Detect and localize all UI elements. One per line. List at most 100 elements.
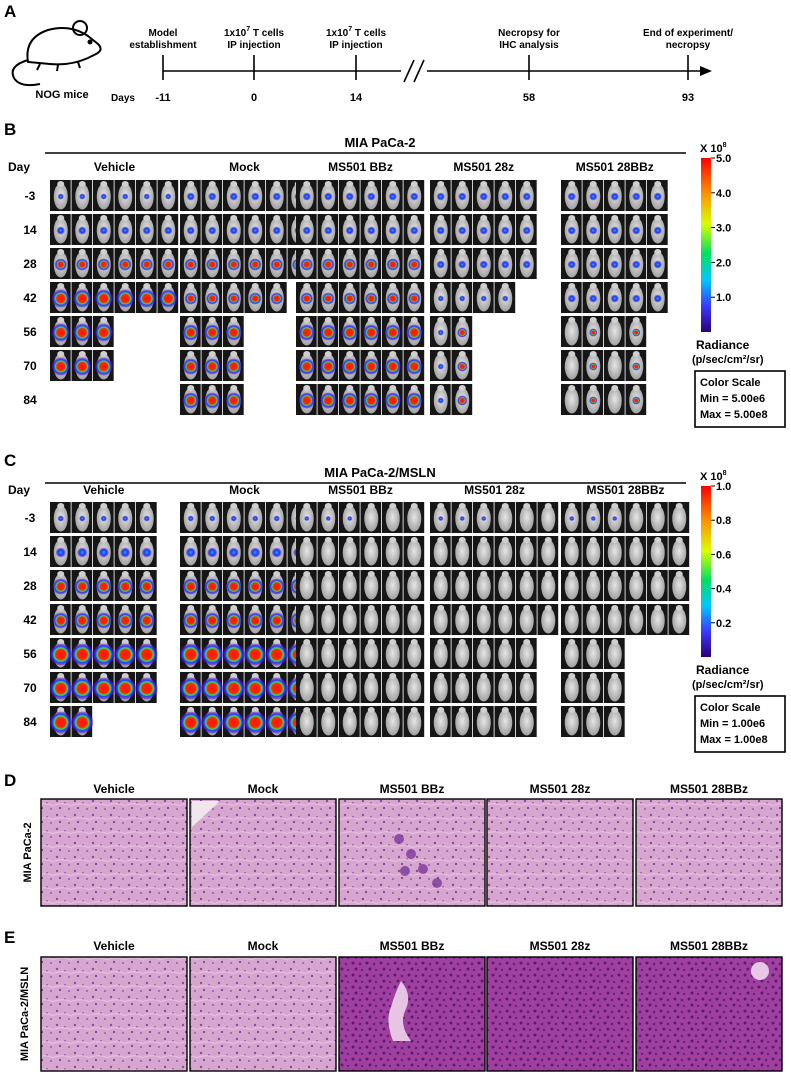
bioluminescence-signal — [73, 289, 92, 308]
scale-info-box — [694, 695, 786, 753]
bioluminescence-signal — [249, 258, 262, 271]
bioluminescence-signal — [222, 677, 245, 700]
mouse-image — [668, 502, 690, 533]
mouse-image — [403, 570, 425, 601]
mouse-image — [71, 214, 93, 245]
mouse-image — [494, 536, 516, 567]
bioluminescence-signal — [186, 226, 195, 235]
mouse-image — [473, 180, 494, 211]
mouse-image — [382, 536, 403, 567]
mouse-image — [403, 502, 425, 533]
group-mock: Mock — [180, 160, 309, 415]
mouse-image — [582, 672, 604, 703]
mouse-image — [430, 502, 451, 533]
mouse-image — [561, 638, 582, 669]
mouse-image — [180, 570, 201, 601]
mouse-image — [296, 214, 317, 245]
bioluminescence-signal — [406, 358, 423, 375]
mouse-image — [157, 248, 179, 279]
timeline-event-subtitle: IP injection — [227, 40, 280, 51]
bioluminescence-signal — [298, 392, 315, 409]
mouse-image — [430, 706, 451, 737]
mouse-image — [50, 604, 71, 635]
bioluminescence-signal — [632, 294, 641, 303]
group-ms501-28z: MS501 28z — [430, 483, 559, 737]
mouse-image — [265, 672, 288, 703]
mouse-image — [180, 248, 201, 279]
bioluminescence-signal — [501, 192, 510, 201]
histology-image — [40, 798, 188, 907]
mouse-image — [516, 706, 537, 737]
mouse-image — [360, 248, 382, 279]
bioluminescence-signal — [222, 643, 245, 666]
group-header: Mock — [229, 483, 260, 497]
mouse-image — [339, 282, 360, 313]
bioluminescence-signal — [367, 226, 376, 235]
mouse-image — [223, 214, 244, 245]
mouse-image — [451, 604, 473, 635]
day-label: 28 — [23, 579, 37, 593]
bioluminescence-signal — [567, 226, 576, 235]
bioluminescence-signal — [117, 578, 134, 595]
bioluminescence-signal — [610, 226, 619, 235]
mouse-image — [339, 604, 360, 635]
mouse-image — [604, 502, 625, 533]
bioluminescence-signal — [480, 295, 487, 302]
mouse-image — [647, 282, 668, 313]
mouse-image — [537, 536, 559, 567]
mouse-image — [516, 638, 537, 669]
mouse-image — [561, 248, 582, 279]
histology-image — [189, 956, 337, 1072]
mouse-image — [244, 248, 266, 279]
mouse-image — [582, 180, 604, 211]
bioluminescence-signal — [79, 515, 86, 522]
mouse-image — [136, 570, 157, 601]
mouse-image — [266, 180, 287, 211]
mouse-image — [71, 316, 93, 347]
mouse-image — [473, 604, 494, 635]
group-header: MS501 BBz — [328, 160, 393, 174]
bioluminescence-signal — [77, 547, 88, 558]
mouse-image — [494, 604, 516, 635]
mouse-image — [582, 384, 604, 415]
mouse-image — [382, 316, 403, 347]
day-label: 70 — [23, 681, 37, 695]
mouse-image — [201, 282, 223, 313]
mouse-image — [223, 384, 244, 415]
bioluminescence-signal — [92, 677, 115, 700]
mouse-image — [49, 706, 72, 737]
scale-colorbar — [701, 158, 711, 332]
mouse-image — [114, 180, 136, 211]
panel-label-e: E — [4, 928, 15, 947]
mouse-image — [604, 672, 625, 703]
bioluminescence-signal — [343, 258, 356, 271]
bioluminescence-signal — [121, 226, 130, 235]
mouse-image — [582, 706, 604, 737]
scale-units: (p/sec/cm²/sr) — [692, 354, 764, 366]
bioluminescence-signal — [71, 677, 94, 700]
bioluminescence-signal — [365, 258, 378, 271]
mouse-image — [561, 316, 582, 347]
bioluminescence-signal — [610, 260, 619, 269]
mouse-image — [625, 502, 647, 533]
bioluminescence-signal — [406, 324, 423, 341]
mouse-image — [625, 384, 647, 415]
bioluminescence-signal — [244, 711, 267, 734]
mouse-image — [561, 214, 582, 245]
mouse-image — [451, 502, 473, 533]
day-column-header: Day — [8, 483, 30, 497]
bioluminescence-signal — [653, 226, 662, 235]
mouse-image — [50, 248, 71, 279]
timeline-day: 93 — [682, 92, 694, 104]
histology-group-header: MS501 28BBz — [670, 939, 748, 953]
mouse-image — [317, 214, 339, 245]
mouse-image — [430, 570, 451, 601]
bioluminescence-signal — [268, 612, 285, 629]
bioluminescence-signal — [229, 226, 238, 235]
group-header: MS501 28z — [453, 160, 514, 174]
scale-tick-label: 5.0 — [716, 153, 731, 165]
bioluminescence-signal — [320, 324, 337, 341]
mouse-image — [604, 316, 625, 347]
mouse-image — [244, 672, 267, 703]
bioluminescence-signal — [201, 677, 224, 700]
